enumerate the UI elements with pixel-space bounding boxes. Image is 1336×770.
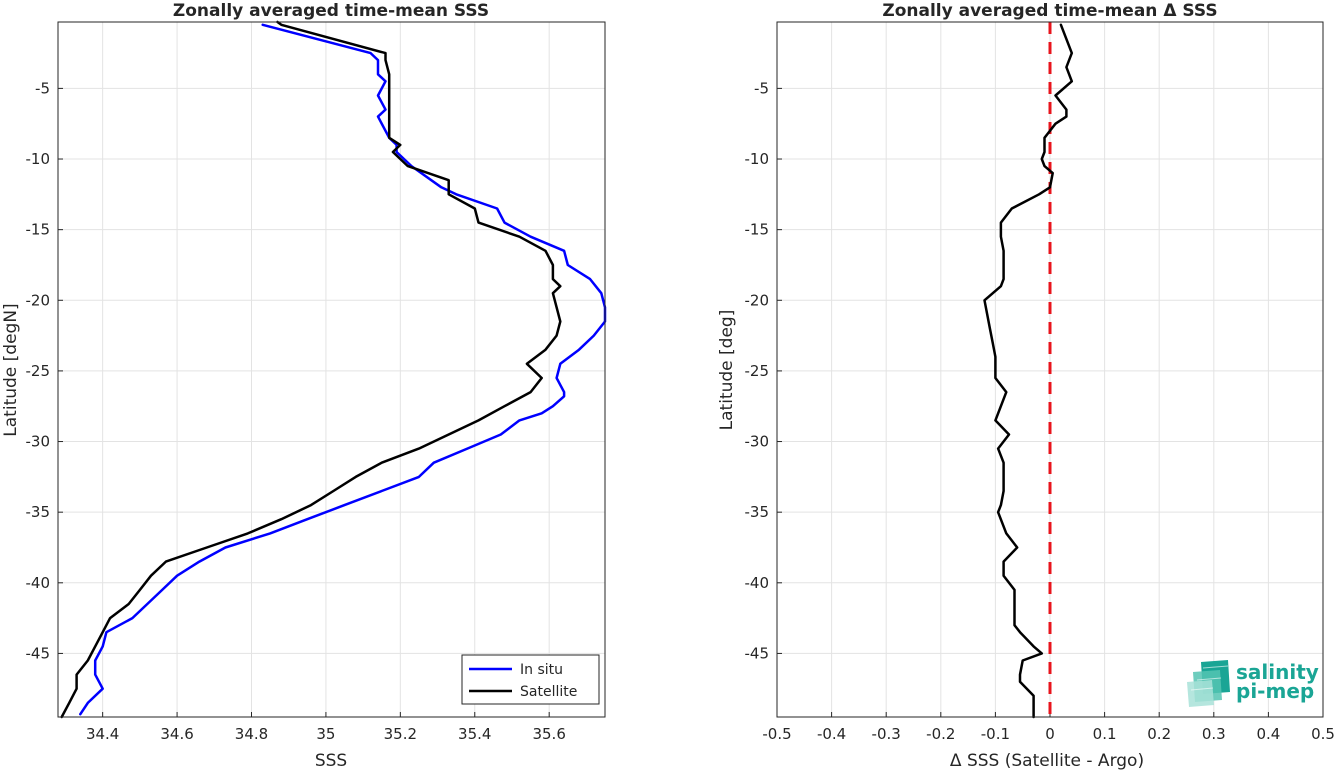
right-x-tick-label: -0.1 xyxy=(981,725,1010,743)
left-y-axis-label: Latitude [degN] xyxy=(1,303,21,436)
left-lines xyxy=(60,20,607,719)
right-x-tick-label: -0.3 xyxy=(872,725,901,743)
left-x-tick-label: 34.8 xyxy=(235,725,268,743)
left-grid xyxy=(58,22,605,717)
right-x-axis-label: Δ SSS (Satellite - Argo) xyxy=(950,751,1144,770)
right-x-tick-label: 0.3 xyxy=(1202,725,1226,743)
left-y-tick-label: -15 xyxy=(26,221,51,239)
left-y-tick-label: -45 xyxy=(26,644,51,662)
right-axes-frame xyxy=(776,21,1324,718)
right-y-tick-label: -40 xyxy=(745,574,770,592)
right-y-tick-label: -45 xyxy=(745,644,770,662)
left-y-tick-label: -30 xyxy=(26,433,51,451)
left-y-tick-label: -25 xyxy=(26,362,51,380)
right-y-ticks: -5 -10 -15 -20 -25 -30 -35 -40 -45 xyxy=(745,79,782,662)
legend-label-in-situ: In situ xyxy=(520,662,563,678)
right-series-line-delta-sss xyxy=(983,23,1074,719)
left-x-tick-label: 34.6 xyxy=(160,725,193,743)
left-y-ticks: -5 -10 -15 -20 -25 -30 -35 -40 -45 xyxy=(26,79,63,662)
left-x-tick-label: 35.6 xyxy=(532,725,565,743)
left-x-tick-label: 35.4 xyxy=(458,725,491,743)
left-x-tick-label: 34.4 xyxy=(86,725,119,743)
left-x-axis-label: SSS xyxy=(315,751,347,770)
right-y-axis-label: Latitude [deg] xyxy=(717,310,737,431)
left-series-line-in-situ xyxy=(79,23,607,716)
right-x-tick-label: 0.2 xyxy=(1147,725,1171,743)
left-chart-title: Zonally averaged time-mean SSS xyxy=(173,1,489,21)
right-x-tick-label: 0 xyxy=(1045,725,1055,743)
right-x-tick-label: 0.4 xyxy=(1256,725,1280,743)
delta-sss-panel: -0.5 -0.4 -0.3 -0.2 -0.1 0 0.1 0.2 0.3 0.4 0.5 -5-… xyxy=(717,1,1335,770)
logo-mark-icon xyxy=(1187,660,1230,707)
right-x-tick-label: -0.4 xyxy=(817,725,846,743)
right-x-tick-label: -0.5 xyxy=(762,725,791,743)
right-chart-title: Zonally averaged time-mean Δ SSS xyxy=(882,1,1217,21)
right-x-tick-label: 0.1 xyxy=(1093,725,1117,743)
left-x-tick-label: 35 xyxy=(316,725,335,743)
right-x-tick-label: 0.5 xyxy=(1311,725,1335,743)
right-x-tick-label: -0.2 xyxy=(926,725,955,743)
legend-box xyxy=(461,654,600,705)
salinity-pi-mep-logo: salinity pi-mep xyxy=(1187,660,1319,707)
right-y-tick-label: -30 xyxy=(745,433,770,451)
right-lines xyxy=(983,23,1074,719)
right-x-ticks: -0.5 -0.4 -0.3 -0.2 -0.1 0 0.1 0.2 0.3 0.4 0.5 xyxy=(762,712,1335,743)
left-y-tick-label: -40 xyxy=(26,574,51,592)
right-y-tick-label: -5 xyxy=(754,79,769,97)
right-y-tick-label: -20 xyxy=(745,291,770,309)
left-x-tick-label: 35.2 xyxy=(384,725,417,743)
left-x-ticks: 34.4 34.6 34.8 35 35.2 35.4 35.6 xyxy=(86,712,566,743)
left-series-line-satellite xyxy=(60,20,562,719)
sss-profile-panel: 34.4 34.6 34.8 35 35.2 35.4 35.6 -5 -10 -15 -20 -2… xyxy=(1,1,607,770)
right-y-tick-label: -15 xyxy=(745,221,770,239)
left-y-tick-label: -20 xyxy=(26,291,51,309)
logo-text-salinity: salinity xyxy=(1236,660,1319,684)
right-y-tick-label: -25 xyxy=(745,362,770,380)
left-y-tick-label: -10 xyxy=(26,150,51,168)
logo-text-pi-mep: pi-mep xyxy=(1236,679,1314,703)
right-y-tick-label: -35 xyxy=(745,503,770,521)
legend-label-satellite: Satellite xyxy=(520,684,577,700)
left-axes-frame xyxy=(57,21,606,718)
left-y-tick-label: -5 xyxy=(35,79,50,97)
left-y-tick-label: -35 xyxy=(26,503,51,521)
right-y-tick-label: -10 xyxy=(745,150,770,168)
legend: In situ Satellite xyxy=(461,654,600,705)
